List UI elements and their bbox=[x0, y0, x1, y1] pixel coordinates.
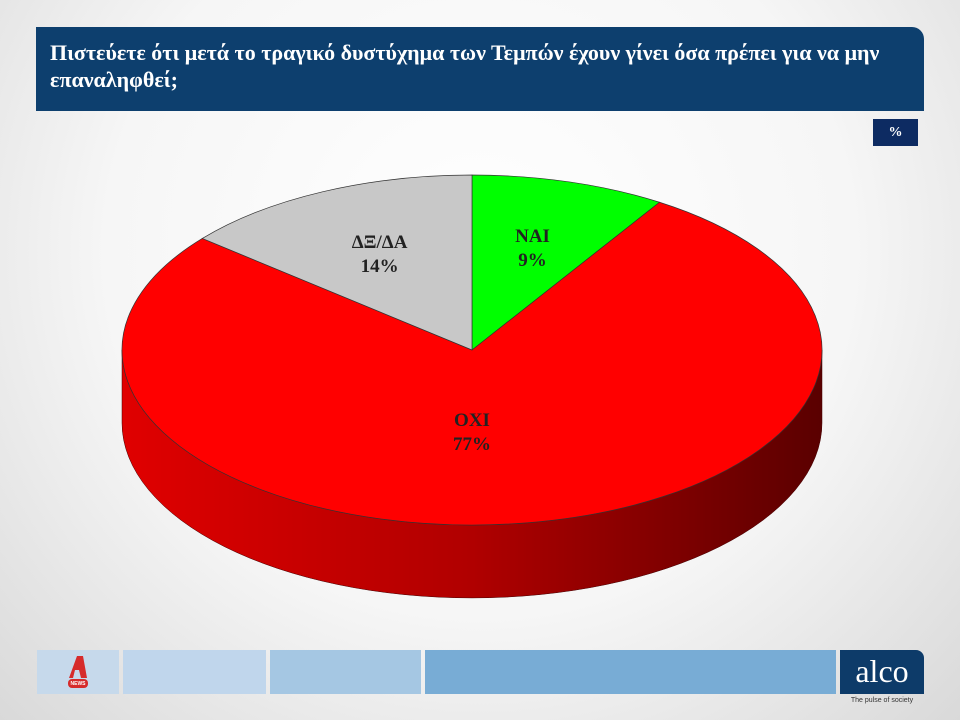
pie-slice-1 bbox=[471, 174, 661, 351]
slice-value-label: 9% bbox=[518, 250, 547, 271]
footer-band-1 bbox=[123, 650, 266, 694]
slice-category-label: ΝΑΙ bbox=[515, 226, 550, 247]
unit-badge: % bbox=[873, 119, 918, 146]
footer-band-3 bbox=[425, 650, 836, 694]
alco-tagline: The pulse of society bbox=[850, 697, 914, 704]
slice-category-label: ΟΧΙ bbox=[454, 410, 490, 431]
slice-category-label: ΔΞ/ΔΑ bbox=[352, 232, 408, 253]
pie-slice-2 bbox=[121, 201, 823, 526]
question-title: Πιστεύετε ότι μετά το τραγικό δυστύχημα … bbox=[36, 27, 924, 111]
alpha-logo-icon bbox=[68, 656, 88, 688]
slice-value-label: 14% bbox=[361, 256, 399, 277]
slice-value-label: 77% bbox=[453, 434, 491, 455]
footer-band-2 bbox=[270, 650, 421, 694]
alpha-news-logo-text: NEWS bbox=[70, 681, 86, 687]
pie-slice-3 bbox=[201, 174, 473, 351]
alpha-news-logo: NEWS bbox=[37, 650, 119, 694]
alco-logo: alco bbox=[840, 650, 924, 694]
